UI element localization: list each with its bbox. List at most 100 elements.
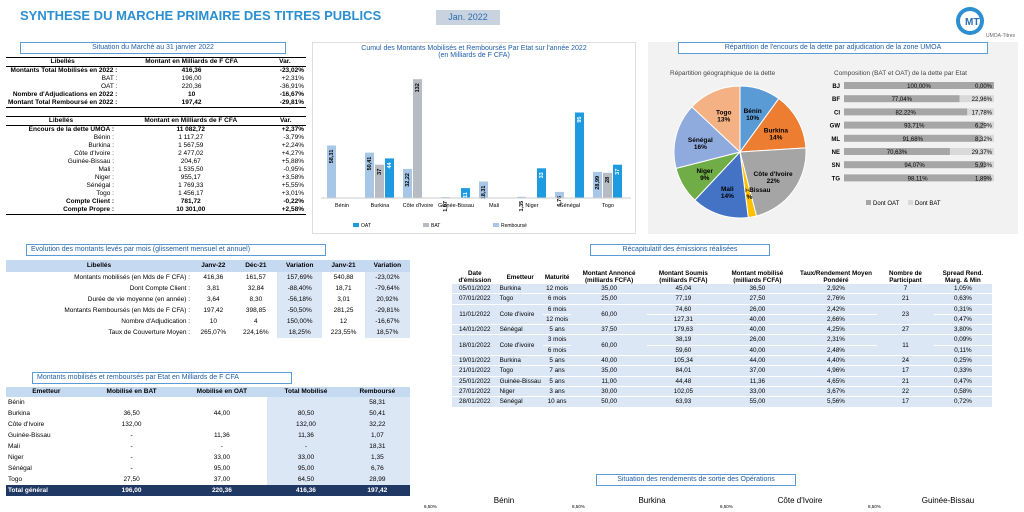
table-cell: Guinée-Bissau bbox=[8, 432, 51, 439]
oat-value: 93,71% bbox=[904, 124, 925, 130]
table-cell: - bbox=[130, 443, 133, 450]
table-cell: 74,60 bbox=[646, 304, 720, 315]
encours-table: Libellés Montant en Milliards de F CFA Var… bbox=[6, 116, 306, 215]
pie-label-name: Sénégal bbox=[688, 137, 713, 144]
pie-label: Mali 14% bbox=[721, 186, 734, 200]
table-cell: 2,48% bbox=[794, 345, 878, 357]
pie-title: Répartition géographique de la dette bbox=[670, 70, 776, 77]
row-variation: -0,22% bbox=[283, 198, 304, 205]
pie-label: Burkina 14% bbox=[764, 127, 789, 141]
svg-text:MT: MT bbox=[965, 17, 979, 28]
panel-title: Guinée-Bissau bbox=[921, 496, 975, 505]
column-header: Taux/Rendement Moyen Pondéré bbox=[799, 270, 872, 284]
row-label: OAT : bbox=[100, 83, 118, 90]
table-cell: 6 mois bbox=[542, 293, 572, 305]
pie-slice bbox=[673, 106, 742, 170]
table-row: Côte d'Ivoire 132,00 132,00 32,22 bbox=[6, 419, 410, 430]
x-tick-label: Togo bbox=[602, 203, 614, 209]
cumul-chart-subtitle: (en Milliards de F CFA) bbox=[438, 52, 510, 59]
bat-bar bbox=[967, 108, 994, 116]
table-cell: 0,25% bbox=[933, 355, 992, 367]
row-value: 955,17 bbox=[180, 174, 201, 181]
table-cell: 77,19 bbox=[646, 293, 720, 305]
rendement-panel: Guinée-Bissau 8,50% bbox=[868, 496, 1018, 509]
pie-label-value: 16% bbox=[694, 144, 707, 151]
legend-swatch bbox=[423, 223, 429, 227]
oat-value: 94,07% bbox=[904, 163, 925, 169]
cumul-chart-panel: Cumul des Montants Mobilisés et Rembours… bbox=[312, 42, 636, 234]
column-header: Libellés bbox=[86, 262, 112, 269]
table-cell: 3,01 bbox=[337, 296, 350, 303]
row-label: Togo : bbox=[96, 190, 114, 197]
table-cell: 0,33% bbox=[933, 365, 992, 377]
table-cell: 281,25 bbox=[333, 307, 354, 314]
bat-value: 22,96% bbox=[972, 97, 993, 103]
table-cell: Montants Remboursés (en Mds de F CFA) : bbox=[64, 307, 191, 314]
table-cell: Nombre d'Adjudication : bbox=[121, 318, 191, 325]
table-cell: 0,72% bbox=[933, 396, 992, 408]
x-tick-label: Niger bbox=[525, 203, 538, 209]
table-cell: 132,00 bbox=[267, 419, 345, 430]
row-variation: -0,95% bbox=[283, 166, 304, 173]
table-cell: 8,30 bbox=[249, 296, 263, 303]
bat-bar bbox=[981, 134, 994, 142]
situation-title: Situation du Marché au 31 janvier 2022 bbox=[20, 42, 286, 54]
table-cell: 40,00 bbox=[719, 314, 795, 326]
table-cell: 22 bbox=[877, 386, 934, 398]
table-cell: 4,65% bbox=[794, 376, 878, 387]
col-montant: Montant en Milliards de F CFA bbox=[145, 58, 238, 65]
row-label: Mali : bbox=[98, 166, 114, 173]
data-label: 6,76 bbox=[557, 196, 563, 207]
table-cell: 40,00 bbox=[571, 355, 647, 367]
table-row: Dont Compte Client : 3,81 32,84 -88,40% 18,7… bbox=[6, 283, 410, 294]
table-cell: 17 bbox=[877, 365, 934, 377]
data-label: 37 bbox=[377, 169, 383, 175]
table-cell: 11,36 bbox=[719, 376, 795, 387]
geo-pie-chart: Bénin 10%Burkina 14%Côte d'Ivoire 22%Guinée… bbox=[673, 85, 807, 219]
table-cell: 26,00 bbox=[719, 304, 795, 315]
y-tick: 8,50% bbox=[720, 504, 733, 509]
table-cell: 12 bbox=[339, 318, 348, 325]
chart-bar bbox=[603, 172, 612, 198]
category-label: CI bbox=[834, 110, 840, 116]
pie-slice bbox=[739, 147, 807, 217]
table-cell: 24 bbox=[877, 355, 934, 367]
table-row: 11/01/2022 Cote d'ivoire 6 mois 60,00 74,60 2… bbox=[452, 304, 992, 326]
column-header: Emetteur bbox=[32, 388, 61, 395]
cumul-bar-chart: 58,31 Bénin 50,41 37 44 Burkina 32,22 132 0 Côte … bbox=[321, 79, 631, 229]
table-cell: 26,00 bbox=[719, 334, 795, 346]
table-cell: 44,48 bbox=[646, 376, 720, 387]
row-variation: -29,81% bbox=[279, 99, 304, 106]
legend-label: OAT bbox=[361, 223, 371, 229]
column-header: Variation bbox=[373, 262, 402, 269]
column-header: Janv-21 bbox=[331, 262, 356, 269]
situation-table: Libellés Montant en Milliards de F CFA Var… bbox=[6, 57, 306, 108]
table-cell: 60,00 bbox=[571, 334, 647, 357]
oat-bar bbox=[844, 161, 986, 169]
row-variation: +2,37% bbox=[281, 126, 304, 133]
data-label: 0 bbox=[425, 194, 431, 197]
row-label: Montants Total Mobilisés en 2022 : bbox=[10, 67, 118, 74]
chart-bar bbox=[555, 191, 564, 198]
row-label: BAT : bbox=[101, 75, 118, 82]
bat-value: 0,00% bbox=[975, 84, 993, 90]
panel-title: Burkina bbox=[638, 496, 666, 505]
table-cell: 416,36 bbox=[203, 274, 224, 281]
table-row: Niger : 955,17 +3,58% bbox=[6, 174, 306, 182]
table-cell: 63,93 bbox=[646, 396, 720, 408]
data-label: 44 bbox=[387, 161, 393, 168]
column-header: Date d'émission bbox=[458, 270, 492, 284]
table-cell: 27 bbox=[877, 324, 934, 336]
row-value: 1 456,17 bbox=[178, 190, 204, 197]
table-cell: -29,81% bbox=[364, 305, 410, 316]
legend-swatch bbox=[353, 223, 359, 227]
table-cell: Sénégal bbox=[8, 465, 32, 472]
pie-label: Côte d'Ivoire 22% bbox=[754, 171, 793, 185]
repartition-panel: Répartition de l'encours de la dette par… bbox=[648, 42, 1018, 234]
table-cell: 32,84 bbox=[247, 285, 264, 292]
table-cell: 50,41 bbox=[344, 408, 410, 419]
table-cell: Durée de vie moyenne (en année) : bbox=[87, 296, 191, 303]
table-cell: 40,00 bbox=[719, 324, 795, 336]
table-cell: Burkina bbox=[497, 284, 543, 295]
table-cell: 6 mois bbox=[542, 304, 572, 315]
